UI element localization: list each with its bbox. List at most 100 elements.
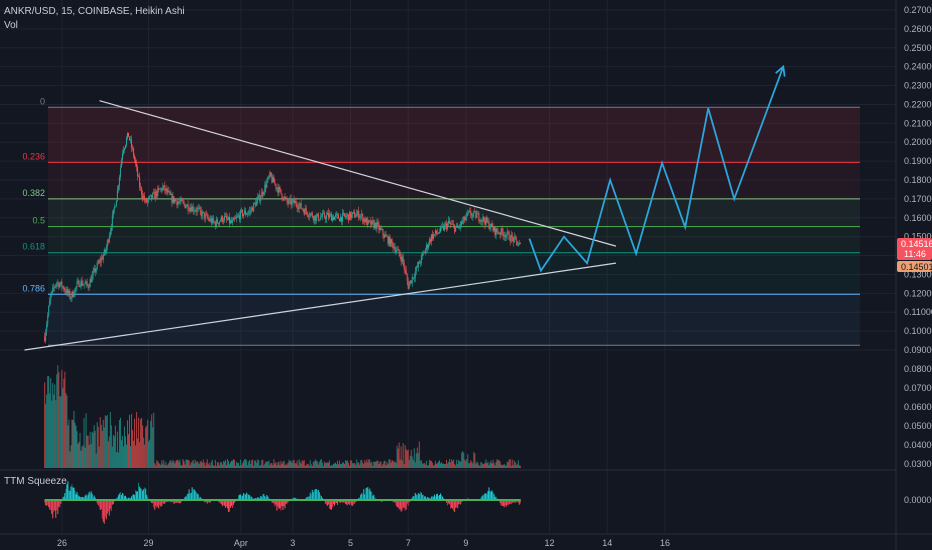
candle-body	[471, 215, 473, 217]
candle-body	[214, 222, 216, 227]
squeeze-bar	[326, 500, 328, 506]
candle-body	[48, 306, 50, 316]
candle-body	[333, 216, 335, 220]
trendlines[interactable]	[24, 100, 617, 351]
candle-body	[375, 222, 377, 229]
candle-body	[262, 191, 264, 195]
candle-body	[273, 176, 275, 183]
candle-body	[517, 244, 519, 246]
volume-bar	[225, 464, 227, 468]
candle-body	[56, 282, 58, 285]
trendline[interactable]	[24, 262, 617, 351]
candle-body	[217, 223, 219, 225]
volume-bar	[125, 444, 127, 468]
volume-bar	[113, 436, 115, 468]
candle-body	[192, 206, 194, 212]
volume-bar	[79, 432, 81, 468]
volume-bar	[280, 460, 282, 468]
squeeze-bar	[158, 500, 160, 509]
volume-bar	[47, 376, 49, 468]
squeeze-bar	[325, 500, 327, 505]
volume-bar	[160, 464, 162, 468]
volume-bar	[91, 431, 93, 468]
candle-body	[476, 214, 478, 218]
candle-body	[397, 249, 399, 251]
volume-bar	[155, 465, 157, 468]
volume-bar	[419, 460, 421, 468]
candle-body	[304, 208, 306, 215]
squeeze-bar	[341, 500, 343, 503]
candle-body	[196, 208, 198, 212]
volume-bar	[198, 463, 200, 468]
candle-body	[447, 223, 449, 229]
volume-bar	[495, 461, 497, 468]
squeeze-bar	[257, 497, 259, 500]
candle-body	[516, 240, 518, 246]
squeeze-bar	[308, 496, 310, 500]
candle-body	[332, 216, 334, 220]
volume-bar	[214, 459, 216, 468]
squeeze-bar	[495, 496, 497, 500]
volume-bar	[71, 419, 73, 468]
squeeze-bar	[177, 500, 179, 503]
squeeze-bar	[305, 497, 307, 500]
volume-bar	[177, 459, 179, 468]
squeeze-bar	[133, 494, 135, 500]
candle-body	[188, 210, 190, 212]
candle-body	[185, 206, 187, 208]
squeeze-bar	[186, 494, 188, 500]
candle-body	[436, 233, 438, 234]
candle-body	[147, 200, 149, 203]
candle-body	[75, 287, 77, 289]
squeeze-bar	[63, 496, 65, 500]
squeeze-bar	[363, 489, 365, 500]
squeeze-bar	[79, 496, 81, 500]
volume-bar	[446, 459, 448, 468]
symbol-title[interactable]: ANKR/USD, 15, COINBASE, Heikin Ashi	[4, 6, 185, 17]
volume-bar	[465, 461, 467, 468]
squeeze-bar	[88, 491, 90, 500]
trendline[interactable]	[99, 100, 617, 247]
volume-bar	[183, 461, 185, 468]
volume-bar	[311, 465, 313, 468]
volume-bar	[460, 461, 462, 468]
ttm-squeeze-label[interactable]: TTM Squeeze	[4, 476, 67, 487]
squeeze-bar	[371, 492, 373, 500]
fib-zone	[48, 226, 860, 253]
volume-label[interactable]: Vol	[4, 20, 18, 31]
candle-body	[177, 201, 179, 206]
time-axis[interactable]: 26 29 Apr 3 5 7 9 12 14 16	[57, 538, 670, 548]
candle-body	[458, 226, 460, 228]
candle-body	[272, 176, 274, 183]
volume-bar	[427, 465, 429, 468]
volume-bar	[369, 459, 371, 468]
candle-body	[322, 212, 324, 214]
fib-level-label: 0.382	[22, 188, 45, 198]
volume-bar	[270, 462, 272, 468]
squeeze-bar	[412, 496, 414, 500]
candle-body	[121, 153, 123, 160]
projection-arrowhead[interactable]	[775, 64, 786, 77]
projection-path[interactable]	[528, 64, 786, 273]
volume-bar	[226, 459, 228, 468]
last-price-text: 0.14516	[901, 239, 932, 249]
squeeze-bar	[134, 495, 136, 500]
squeeze-bar	[437, 495, 439, 500]
squeeze-bar	[100, 500, 102, 510]
candle-body	[224, 215, 226, 217]
projection-line[interactable]	[528, 66, 785, 273]
candle-body	[315, 216, 317, 221]
volume-bar	[170, 460, 172, 468]
volume-bar	[240, 459, 242, 468]
volume-bar	[362, 462, 364, 468]
volume-bar	[347, 460, 349, 468]
squeeze-bar	[89, 492, 91, 500]
candle-body	[91, 275, 93, 283]
volume-bar	[517, 460, 519, 468]
candle-body	[230, 220, 232, 223]
squeeze-bar	[145, 488, 147, 500]
volume-bar	[323, 461, 325, 468]
